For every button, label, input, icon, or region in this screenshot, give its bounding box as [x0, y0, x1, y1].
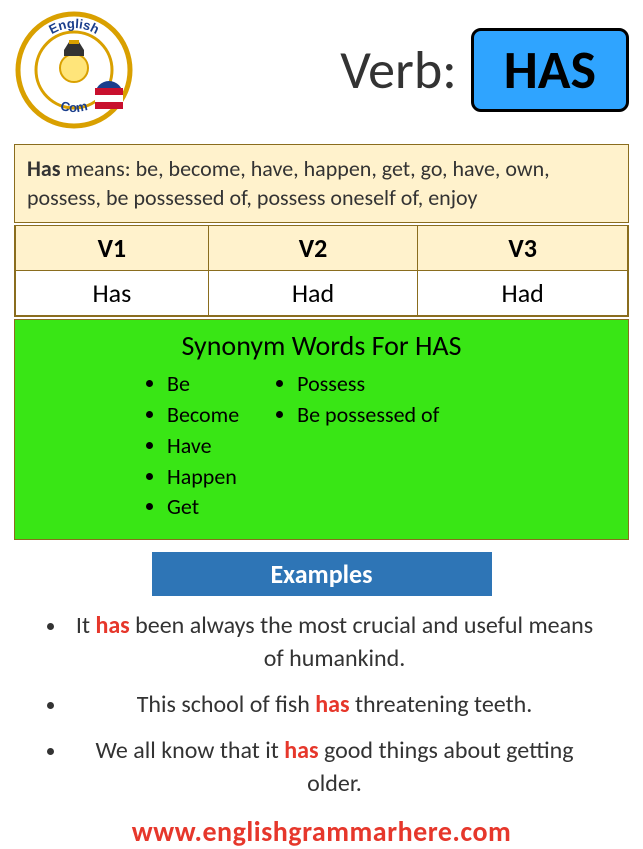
table-header-v3: V3 — [418, 226, 628, 271]
verb-table-container: V1 V2 V3 Has Had Had — [14, 225, 629, 317]
meaning-prefix: Has — [27, 155, 61, 182]
synonym-item: Be possessed of — [297, 400, 439, 431]
highlight-word: has — [315, 690, 349, 719]
table-cell-v3: Had — [418, 271, 628, 316]
verb-word-box: HAS — [471, 28, 629, 112]
verb-forms-table: V1 V2 V3 Has Had Had — [15, 225, 628, 316]
table-cell-v1: Has — [16, 271, 209, 316]
synonym-item: Become — [167, 400, 239, 431]
synonym-item: Have — [167, 431, 239, 462]
synonym-list-col2: Possess Be possessed of — [279, 369, 439, 523]
example-item: This school of fish has threatening teet… — [68, 689, 601, 721]
highlight-word: has — [95, 611, 129, 640]
example-item: We all know that it has good things abou… — [68, 735, 601, 800]
synonym-item: Get — [167, 492, 239, 523]
meaning-body: means: be, become, have, happen, get, go… — [27, 155, 550, 211]
highlight-word: has — [284, 736, 318, 765]
header: English Com Verb: HAS — [14, 10, 629, 130]
site-logo: English Com — [14, 10, 134, 130]
example-item: It has been always the most crucial and … — [68, 610, 601, 675]
meaning-box: Has means: be, become, have, happen, get… — [14, 144, 629, 223]
synonym-item: Be — [167, 369, 239, 400]
synonym-list-col1: Be Become Have Happen Get — [149, 369, 239, 523]
synonym-title: Synonym Words For HAS — [29, 328, 614, 363]
synonym-item: Happen — [167, 462, 239, 493]
verb-label: Verb: — [340, 37, 456, 103]
svg-text:Com: Com — [59, 98, 89, 115]
table-header-v2: V2 — [208, 226, 418, 271]
synonym-item: Possess — [297, 369, 439, 400]
table-header-v1: V1 — [16, 226, 209, 271]
logo-bottom-text: Com — [59, 98, 89, 115]
synonym-box: Synonym Words For HAS Be Become Have Hap… — [14, 319, 629, 540]
examples-title-bar: Examples — [152, 552, 492, 596]
examples-section: It has been always the most crucial and … — [14, 610, 629, 800]
footer-url: www.englishgrammarhere.com — [14, 814, 629, 849]
table-cell-v2: Had — [208, 271, 418, 316]
